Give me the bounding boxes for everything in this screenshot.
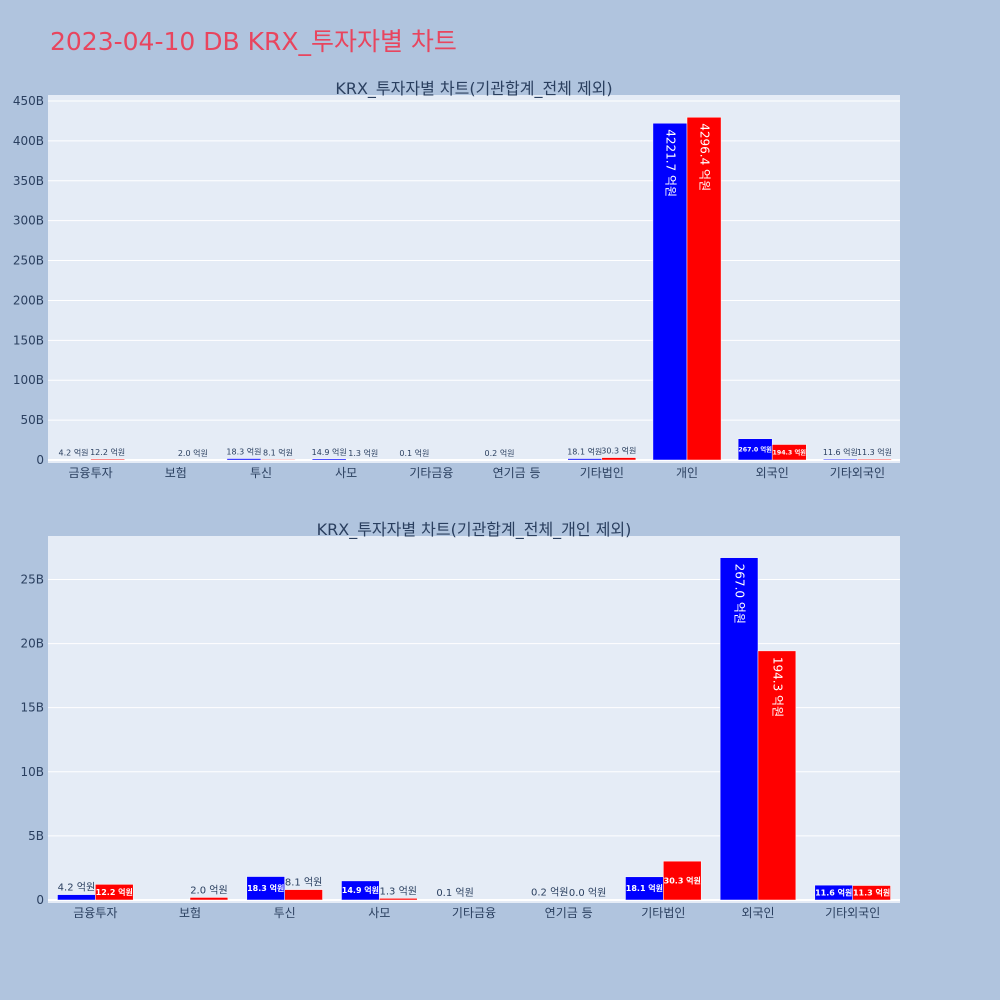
x-tick-label: 외국인 — [741, 906, 774, 920]
y-tick-label: 20B — [20, 637, 44, 651]
x-tick-label: 기타법인 — [641, 906, 685, 920]
x-tick-label: 개인 — [676, 466, 698, 480]
bar — [652, 122, 688, 461]
bar — [311, 458, 347, 461]
data-label: 4.2 억원 — [58, 882, 95, 894]
x-tick-label: 금융투자 — [73, 906, 117, 920]
data-label: 4221.7 억원 — [663, 129, 677, 197]
y-tick-label: 0 — [36, 893, 44, 907]
chart-title: KRX_투자자별 차트(기관합계_전체_개인 제외) — [317, 520, 632, 540]
data-label: 18.1 억원 — [626, 883, 663, 893]
bar — [823, 458, 858, 461]
bar — [567, 458, 603, 461]
x-tick-label: 외국인 — [756, 466, 789, 480]
data-label: 8.1 억원 — [263, 447, 293, 457]
data-label: 11.6 억원 — [815, 887, 852, 897]
y-tick-label: 250B — [13, 254, 44, 268]
data-label: 194.3 억원 — [773, 447, 807, 456]
chart-title: KRX_투자자별 차트(기관합계_전체 제외) — [335, 79, 612, 99]
bar — [852, 885, 891, 901]
x-tick-label: 기타외국인 — [830, 466, 885, 480]
data-label: 267.0 억원 — [733, 564, 747, 624]
x-tick-label: 연기금 등 — [545, 906, 593, 920]
y-tick-label: 15B — [20, 701, 44, 715]
x-tick-label: 투신 — [274, 906, 296, 920]
data-label: 2.0 억원 — [190, 884, 227, 896]
y-tick-label: 450B — [13, 94, 44, 108]
data-label: 2.0 억원 — [178, 448, 208, 458]
x-tick-label: 사모 — [335, 466, 357, 480]
y-tick-label: 400B — [13, 134, 44, 148]
data-label: 0.2 억원 — [531, 887, 568, 899]
data-label: 12.2 억원 — [90, 447, 125, 457]
plot-area — [48, 95, 900, 463]
data-label: 1.3 억원 — [380, 885, 417, 897]
data-label: 30.3 억원 — [664, 875, 701, 885]
x-tick-label: 기타금융 — [452, 906, 496, 920]
data-label: 30.3 억원 — [601, 446, 636, 456]
data-label: 11.3 억원 — [857, 447, 892, 457]
data-label: 0.2 억원 — [485, 448, 515, 458]
data-label: 4.2 억원 — [59, 448, 89, 458]
bar — [601, 457, 637, 461]
page-title: 2023-04-10 DB KRX_투자자별 차트 — [50, 27, 457, 56]
data-label: 11.6 억원 — [823, 447, 858, 457]
bar — [757, 650, 797, 901]
data-label: 0.1 억원 — [399, 448, 429, 458]
data-label: 12.2 억원 — [96, 887, 133, 897]
data-label: 1.3 억원 — [348, 448, 378, 458]
bar — [226, 458, 262, 461]
data-label: 18.3 억원 — [226, 447, 261, 457]
data-label: 11.3 억원 — [853, 888, 890, 898]
bar — [857, 458, 892, 461]
data-label: 18.3 억원 — [247, 883, 284, 893]
data-label: 4296.4 억원 — [698, 123, 712, 191]
y-tick-label: 300B — [13, 214, 44, 228]
x-tick-label: 사모 — [368, 906, 390, 920]
bar — [771, 444, 807, 461]
x-tick-label: 연기금 등 — [493, 466, 541, 480]
bar — [90, 458, 125, 461]
data-label: 14.9 억원 — [342, 885, 379, 895]
x-tick-label: 보험 — [179, 906, 201, 920]
y-tick-label: 50B — [20, 413, 44, 427]
y-tick-label: 10B — [20, 765, 44, 779]
bar — [57, 894, 96, 901]
bar — [260, 459, 296, 461]
data-label: 194.3 억원 — [770, 657, 784, 717]
y-tick-label: 200B — [13, 293, 44, 307]
x-tick-label: 투신 — [250, 466, 272, 480]
x-tick-label: 기타외국인 — [825, 906, 880, 920]
data-label: 14.9 억원 — [312, 447, 347, 457]
x-tick-label: 기타법인 — [580, 466, 624, 480]
y-tick-label: 5B — [28, 829, 44, 843]
data-label: 267.0 억원 — [738, 445, 772, 454]
x-tick-label: 보험 — [165, 466, 187, 480]
bar — [95, 884, 134, 901]
bar — [189, 897, 229, 901]
y-tick-label: 0 — [36, 453, 44, 467]
x-tick-label: 금융투자 — [69, 466, 113, 480]
bar — [341, 880, 380, 901]
x-tick-label: 기타금융 — [409, 466, 453, 480]
data-label: 18.1 억원 — [567, 447, 602, 457]
bar — [686, 116, 722, 461]
data-label: 0.1 억원 — [436, 887, 473, 899]
y-tick-label: 25B — [20, 572, 44, 586]
bar — [663, 860, 702, 901]
y-tick-label: 100B — [13, 373, 44, 387]
chart-2: 0 5B 10B 15B 20B 25B KRX_투자자별 차트(기관합계_전체_개인 제외… — [20, 520, 900, 920]
bar — [379, 898, 418, 901]
y-tick-label: 150B — [13, 333, 44, 347]
bar — [284, 889, 323, 901]
y-tick-label: 350B — [13, 174, 44, 188]
bar — [719, 557, 759, 901]
bar — [246, 876, 285, 901]
chart-1: 0 50B 100B 150B 200B 250B 300B 350B 400B 450B KRX_… — [13, 79, 900, 480]
data-label: 8.1 억원 — [285, 877, 322, 889]
data-label: 0.0 억원 — [569, 887, 606, 899]
